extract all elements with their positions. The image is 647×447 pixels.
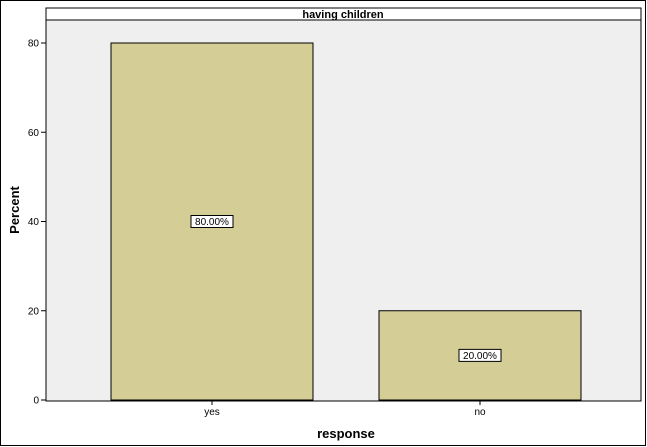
data-label-no: 20.00% [463, 351, 497, 362]
y-tick-label: 40 [28, 217, 40, 228]
x-axis: yes no [204, 400, 486, 418]
y-tick-label: 60 [28, 128, 40, 139]
bars-group [110, 42, 582, 401]
y-tick-label: 20 [28, 306, 40, 317]
chart-title: having children [302, 9, 384, 21]
y-tick-label: 0 [33, 396, 39, 407]
data-label-box [190, 215, 234, 228]
y-axis-title: Percent [7, 185, 22, 233]
x-tick-label-no: no [474, 407, 486, 418]
y-tick-label: 80 [28, 39, 40, 50]
data-labels-group: 80.00% 20.00% [190, 215, 502, 362]
y-axis: 0 20 40 60 80 [28, 39, 46, 407]
x-axis-title: response [317, 426, 375, 441]
data-label-yes: 80.00% [195, 217, 229, 228]
x-tick-label-yes: yes [204, 407, 220, 418]
data-label-box [458, 348, 502, 362]
